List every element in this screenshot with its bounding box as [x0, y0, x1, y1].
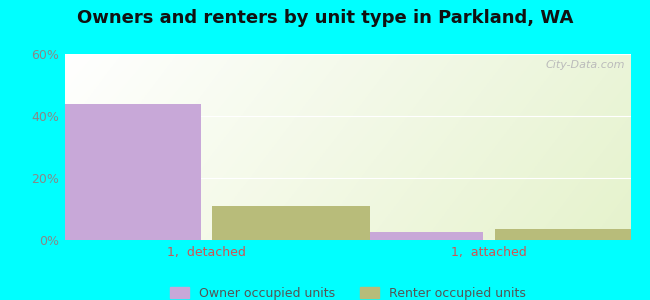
- Text: City-Data.com: City-Data.com: [545, 60, 625, 70]
- Bar: [325, 232, 484, 240]
- Bar: [42, 103, 201, 240]
- Legend: Owner occupied units, Renter occupied units: Owner occupied units, Renter occupied un…: [170, 287, 525, 300]
- Bar: [495, 229, 650, 240]
- Bar: [212, 206, 370, 240]
- Text: Owners and renters by unit type in Parkland, WA: Owners and renters by unit type in Parkl…: [77, 9, 573, 27]
